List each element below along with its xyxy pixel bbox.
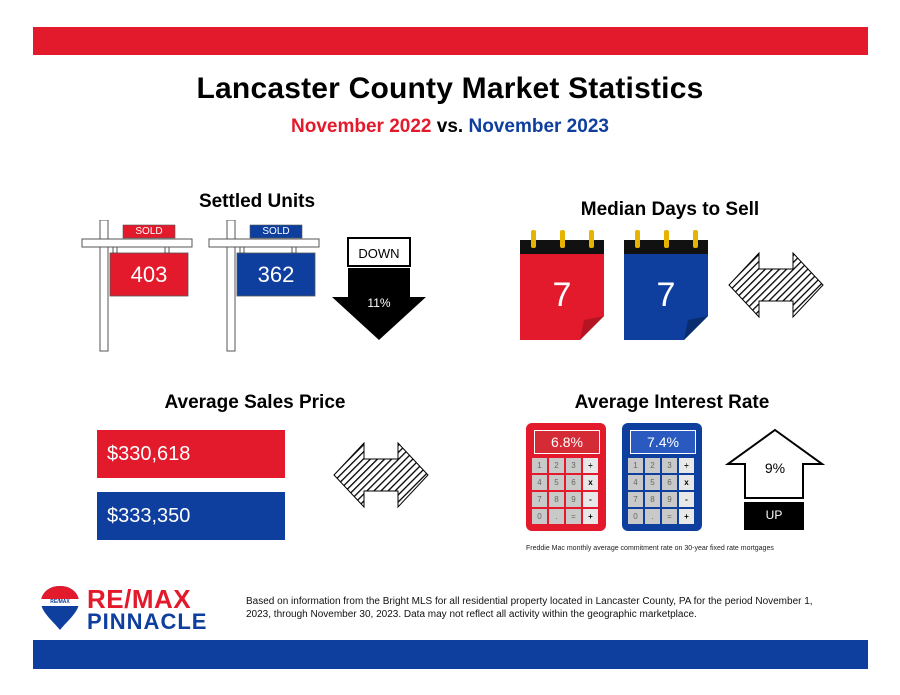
for-sale-sign-icon-2023 [208,220,320,352]
page-subtitle: November 2022 vs. November 2023 [0,116,900,138]
median-days-2023: 7 [656,276,676,314]
calculator-key: 9 [566,492,581,507]
for-sale-sign-icon-2022 [81,220,193,352]
calculator-key: 1 [628,458,643,473]
calculator-key: 6 [662,475,677,490]
calculator-key: ÷ [583,458,598,473]
avg-price-2022: $330,618 [97,430,285,478]
interest-rate-2023: 7.4% [630,430,696,454]
calculator-key: x [583,475,598,490]
calculator-key: 8 [645,492,660,507]
calculator-key: 5 [645,475,660,490]
calculator-key: 3 [662,458,677,473]
down-label: DOWN [358,246,400,261]
calculator-key: 7 [532,492,547,507]
subtitle-2022: November 2022 [291,116,432,137]
double-arrow-icon-days [728,251,824,319]
sold-tag-2022: SOLD [135,226,163,237]
calculator-key: 4 [628,475,643,490]
calculator-key: 2 [645,458,660,473]
calculator-key: 7 [628,492,643,507]
calendar-icon-2022 [520,230,604,340]
up-arrow-icon [725,428,825,530]
calendar-icon-2023 [624,230,708,340]
avg-price-title: Average Sales Price [164,392,346,413]
calculator-key: 1 [532,458,547,473]
calculator-key: - [583,492,598,507]
calculator-key: + [679,509,694,524]
settled-units-change: 11% [367,296,391,310]
down-arrow-icon [332,237,426,340]
calculator-key: 4 [532,475,547,490]
balloon-logo-icon [41,586,79,630]
sold-tag-2023: SOLD [262,226,290,237]
interest-footnote: Freddie Mac monthly average commitment r… [526,545,774,552]
calculator-key: 8 [549,492,564,507]
subtitle-vs: vs. [436,116,464,137]
up-label: UP [765,508,783,522]
bottom-blue-banner [33,640,868,669]
calculator-icon-2023: 7.4% 1 2 3 ÷ 4 5 6 x 7 8 9- 0. = + [622,423,702,531]
settled-units-title: Settled Units [198,191,316,212]
calculator-key: x [679,475,694,490]
median-days-title: Median Days to Sell [580,199,760,220]
double-arrow-icon-price [333,441,429,509]
interest-rate-change: 9% [764,460,786,476]
interest-rate-2022: 6.8% [534,430,600,454]
calculator-key: - [679,492,694,507]
calculator-key: 6 [566,475,581,490]
calculator-key: + [583,509,598,524]
calculator-key: 0 [628,509,643,524]
page-title: Lancaster County Market Statistics [196,72,704,105]
subtitle-2023: November 2023 [468,116,609,137]
calculator-key: 9 [662,492,677,507]
calculator-key: . [549,509,564,524]
interest-rate-title: Average Interest Rate [574,392,770,413]
calculator-key: 5 [549,475,564,490]
calculator-key: = [662,509,677,524]
logo-subbrand: PINNACLE [87,609,208,634]
calculator-key: ÷ [679,458,694,473]
median-days-2022: 7 [552,276,572,314]
disclaimer-text: Based on information from the Bright MLS… [246,596,813,620]
calculator-key: . [645,509,660,524]
avg-price-2023: $333,350 [97,492,285,540]
logo-brand: RE/MAX [87,584,192,614]
calculator-icon-2022: 6.8% 1 2 3 ÷ 4 5 6 x 7 8 9- 0. = + [526,423,606,531]
settled-units-2023: 362 [257,262,295,287]
top-red-banner [33,27,868,55]
calculator-key: 0 [532,509,547,524]
logo-badge-text: RE/MAX [50,599,70,605]
calculator-key: 2 [549,458,564,473]
calculator-key: = [566,509,581,524]
settled-units-2022: 403 [130,262,168,287]
calculator-key: 3 [566,458,581,473]
